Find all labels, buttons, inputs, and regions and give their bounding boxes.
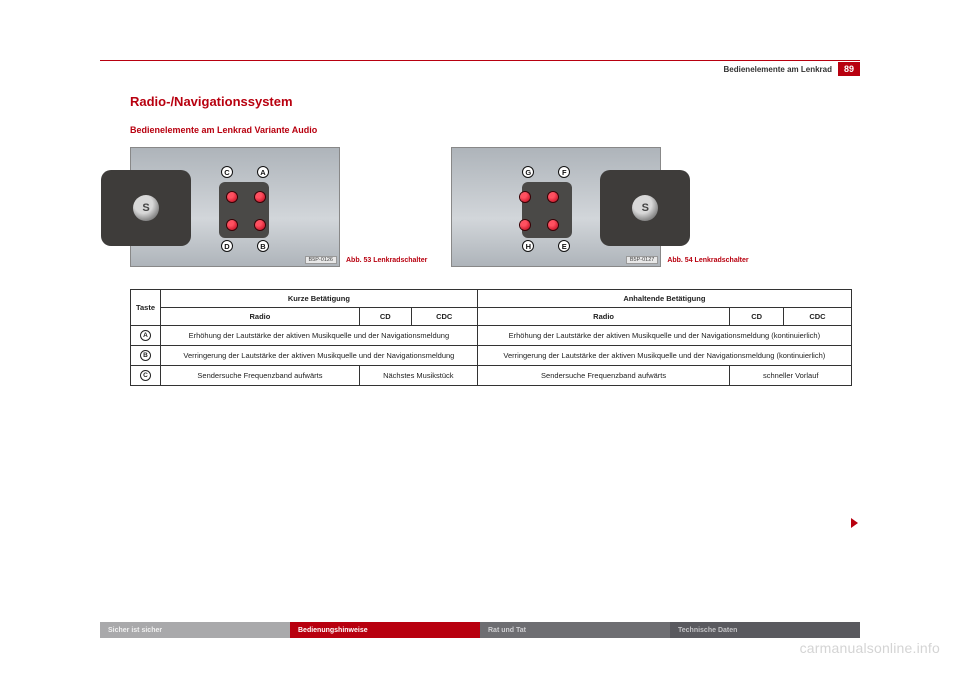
figure-row: S C A D B B5P-0126 — [130, 147, 852, 267]
callouts-left: C A D B — [131, 148, 339, 266]
manual-page: Bedienelemente am Lenkrad 89 Radio-/Navi… — [100, 60, 860, 638]
th-col: CD — [359, 308, 411, 326]
page-header-bar: Bedienelemente am Lenkrad 89 — [100, 60, 860, 78]
page-subtitle: Bedienelemente am Lenkrad Variante Audio — [130, 125, 852, 135]
page-number: 89 — [838, 62, 860, 76]
cell: Erhöhung der Lautstärke der aktiven Musi… — [477, 326, 851, 346]
table-row: A Erhöhung der Lautstärke der aktiven Mu… — [131, 326, 852, 346]
key-badge: B — [140, 350, 151, 361]
figure-right: S G F H E B5P-0127 — [451, 147, 661, 267]
cell: schneller Vorlauf — [730, 366, 852, 386]
page-content: Radio-/Navigationssystem Bedienelemente … — [100, 78, 860, 386]
cell: Erhöhung der Lautstärke der aktiven Musi… — [161, 326, 478, 346]
nav-tab[interactable]: Sicher ist sicher — [100, 622, 290, 638]
section-title: Bedienelemente am Lenkrad — [724, 65, 832, 74]
th-col: CDC — [411, 308, 477, 326]
th-col: CD — [730, 308, 783, 326]
bottom-nav: Sicher ist sicher Bedienungshinweise Rat… — [100, 622, 860, 638]
callouts-right: G F H E — [452, 148, 660, 266]
callout-label: C — [221, 166, 233, 178]
callout-label: G — [522, 166, 534, 178]
cell: Nächstes Musikstück — [359, 366, 477, 386]
callout-label: E — [558, 240, 570, 252]
figure-block-right: S G F H E B5P-0127 — [451, 147, 748, 267]
callout-label: H — [522, 240, 534, 252]
cell: Sendersuche Frequenzband aufwärts — [161, 366, 360, 386]
table-row: B Verringerung der Lautstärke der aktive… — [131, 346, 852, 366]
th-col: CDC — [783, 308, 851, 326]
page-title: Radio-/Navigationssystem — [130, 94, 852, 109]
figure-block-left: S C A D B B5P-0126 — [130, 147, 427, 267]
figure-left: S C A D B B5P-0126 — [130, 147, 340, 267]
figure-ref: B5P-0126 — [305, 256, 337, 264]
nav-tab[interactable]: Bedienungshinweise — [290, 622, 480, 638]
th-taste: Taste — [131, 290, 161, 326]
th-long: Anhaltende Betätigung — [477, 290, 851, 308]
cell: Verringerung der Lautstärke der aktiven … — [161, 346, 478, 366]
table-row: C Sendersuche Frequenzband aufwärts Näch… — [131, 366, 852, 386]
nav-tab[interactable]: Technische Daten — [670, 622, 860, 638]
callout-label: A — [257, 166, 269, 178]
figure-caption-left: Abb. 53 Lenkradschalter — [346, 257, 427, 267]
continue-arrow-icon — [851, 518, 858, 528]
figure-caption-right: Abb. 54 Lenkradschalter — [667, 257, 748, 267]
th-col: Radio — [477, 308, 730, 326]
nav-tab[interactable]: Rat und Tat — [480, 622, 670, 638]
controls-table: Taste Kurze Betätigung Anhaltende Betäti… — [130, 289, 852, 386]
th-short: Kurze Betätigung — [161, 290, 478, 308]
callout-label: F — [558, 166, 570, 178]
key-badge: C — [140, 370, 151, 381]
callout-label: B — [257, 240, 269, 252]
th-col: Radio — [161, 308, 360, 326]
cell: Verringerung der Lautstärke der aktiven … — [477, 346, 851, 366]
watermark: carmanualsonline.info — [800, 640, 940, 656]
key-badge: A — [140, 330, 151, 341]
cell: Sendersuche Frequenzband aufwärts — [477, 366, 730, 386]
callout-label: D — [221, 240, 233, 252]
figure-ref: B5P-0127 — [626, 256, 658, 264]
